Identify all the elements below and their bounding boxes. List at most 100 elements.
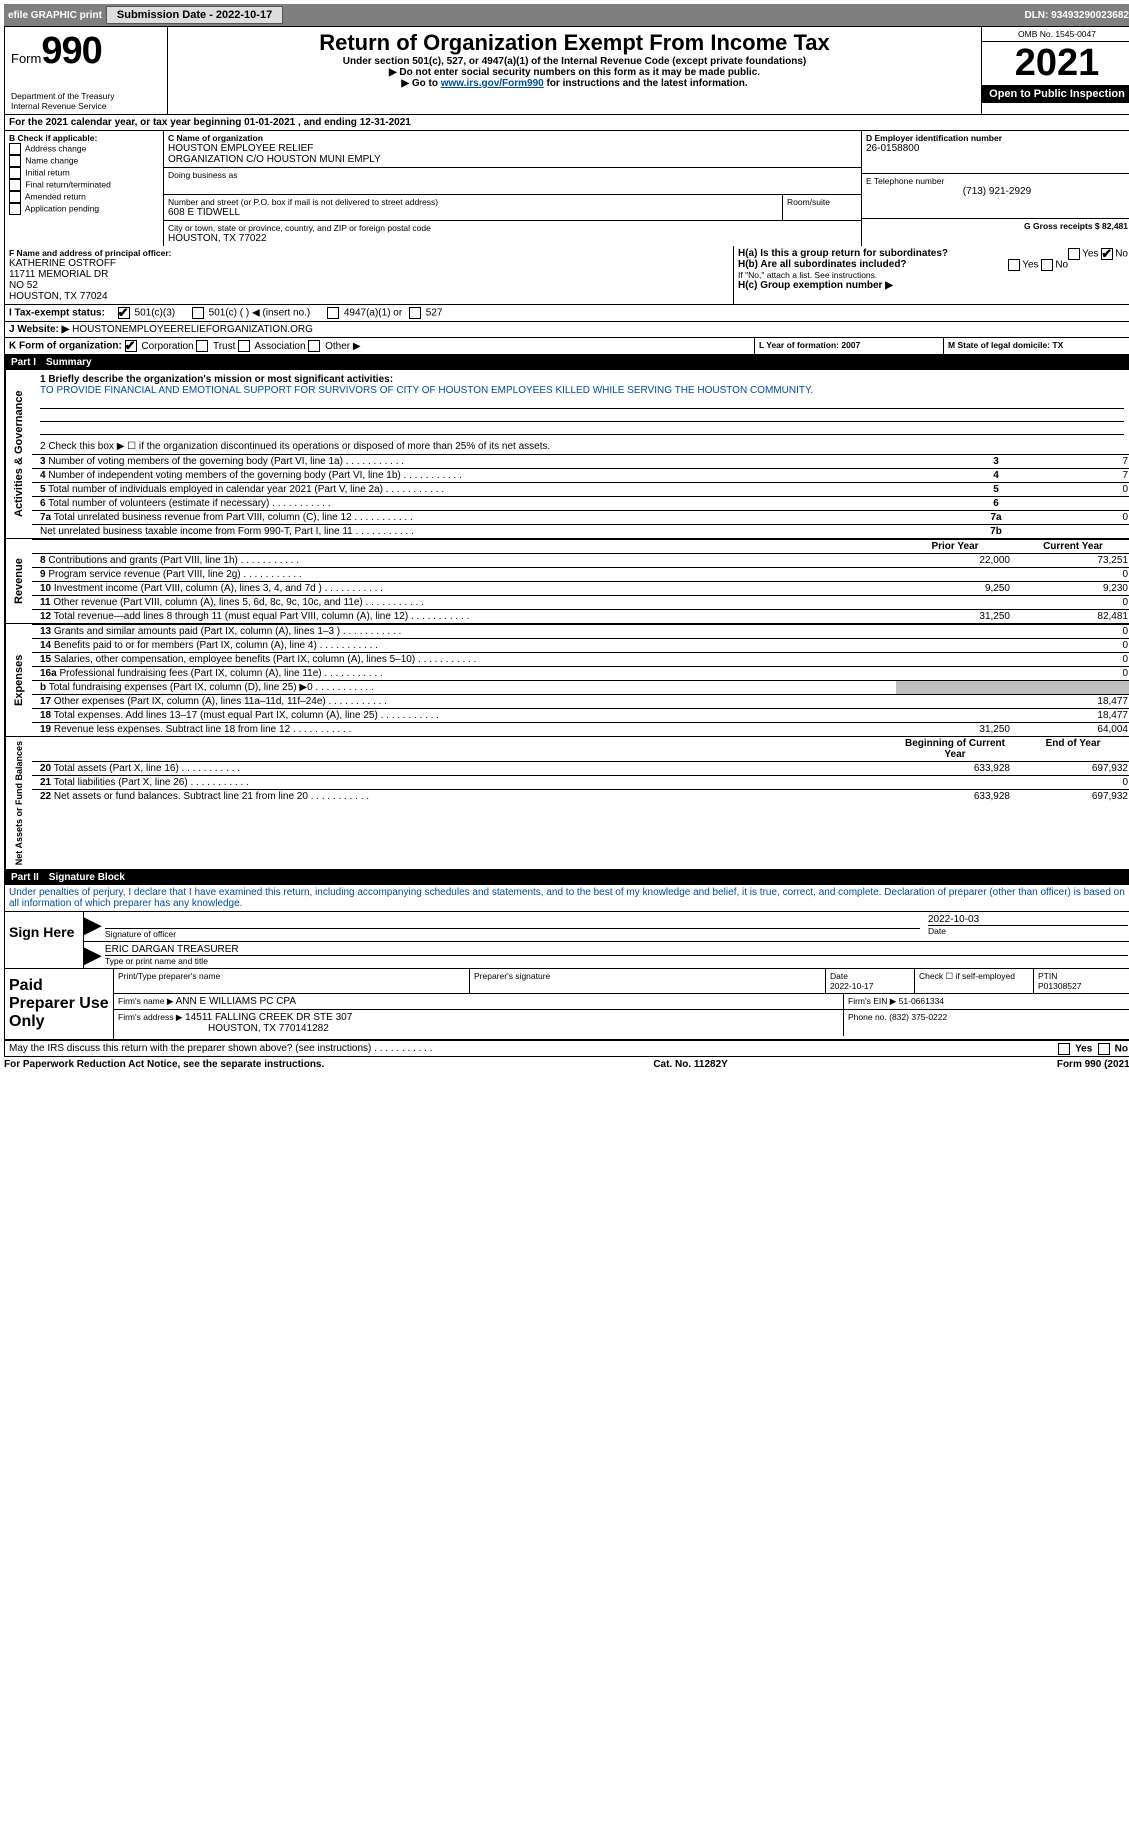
h-a: H(a) Is this a group return for subordin…: [738, 248, 1128, 259]
checkbox[interactable]: [9, 155, 21, 167]
501c-checkbox[interactable]: [192, 307, 204, 319]
501c3-checkbox[interactable]: [118, 307, 130, 319]
prep-name-label: Print/Type preparer's name: [114, 969, 470, 993]
form-subtitle: Under section 501(c), 527, or 4947(a)(1)…: [174, 56, 975, 67]
ptin-label: PTIN: [1038, 971, 1057, 981]
hb-yes-checkbox[interactable]: [1008, 259, 1020, 271]
k-checkbox[interactable]: [125, 340, 137, 352]
section-b-item: Final return/terminated: [9, 179, 159, 191]
form-note-ssn: ▶ Do not enter social security numbers o…: [174, 67, 975, 78]
firm-addr1: 14511 FALLING CREEK DR STE 307: [185, 1012, 352, 1023]
ha-yes-checkbox[interactable]: [1068, 248, 1080, 260]
firm-addr-label: Firm's address ▶: [118, 1012, 182, 1022]
line-a: For the 2021 calendar year, or tax year …: [5, 115, 1129, 131]
table-row: 9 Program service revenue (Part VIII, li…: [32, 568, 1129, 582]
org-name: HOUSTON EMPLOYEE RELIEF: [168, 143, 857, 154]
section-b-item: Initial return: [9, 167, 159, 179]
form-title: Return of Organization Exempt From Incom…: [174, 30, 975, 56]
table-row: 19 Revenue less expenses. Subtract line …: [32, 723, 1129, 737]
table-row: 17 Other expenses (Part IX, column (A), …: [32, 695, 1129, 709]
footer-left: For Paperwork Reduction Act Notice, see …: [4, 1059, 324, 1070]
table-row: Net unrelated business taxable income fr…: [32, 525, 1129, 539]
table-row: 20 Total assets (Part X, line 16) 633,92…: [32, 762, 1129, 776]
checkbox[interactable]: [9, 179, 21, 191]
dba-label: Doing business as: [168, 170, 857, 180]
k-checkbox[interactable]: [308, 340, 320, 352]
net-assets-label: Net Assets or Fund Balances: [5, 737, 32, 869]
discuss-no-checkbox[interactable]: [1098, 1043, 1110, 1055]
table-row: 16a Professional fundraising fees (Part …: [32, 667, 1129, 681]
table-row: 3 Number of voting members of the govern…: [32, 455, 1129, 469]
ha-no-checkbox[interactable]: [1101, 248, 1113, 260]
hb-no-checkbox[interactable]: [1041, 259, 1053, 271]
section-bcdeg: B Check if applicable: Address change Na…: [5, 131, 1129, 246]
table-row: 22 Net assets or fund balances. Subtract…: [32, 790, 1129, 804]
sig-officer-label: Signature of officer: [105, 928, 920, 939]
table-row: 11 Other revenue (Part VIII, column (A),…: [32, 596, 1129, 610]
paid-preparer-label: Paid Preparer Use Only: [5, 969, 114, 1039]
checkbox[interactable]: [9, 167, 21, 179]
h-b: H(b) Are all subordinates included? Yes …: [738, 259, 1128, 270]
527-checkbox[interactable]: [409, 307, 421, 319]
phone-value: (713) 921-2929: [866, 186, 1128, 197]
h-note: If "No," attach a list. See instructions…: [738, 270, 1128, 280]
section-d-label: D Employer identification number: [866, 133, 1128, 143]
instructions-link[interactable]: www.irs.gov/Form990: [441, 78, 544, 89]
officer-addr2: NO 52: [9, 280, 729, 291]
arrow-icon: ▶: [84, 912, 101, 941]
section-l: L Year of formation: 2007: [759, 340, 860, 350]
section-i: I Tax-exempt status: 501(c)(3) 501(c) ( …: [5, 305, 1129, 322]
discuss-yes-checkbox[interactable]: [1058, 1043, 1070, 1055]
k-checkbox[interactable]: [238, 340, 250, 352]
officer-print-name: ERIC DARGAN TREASURER: [105, 944, 1128, 955]
ein-value: 26-0158800: [866, 143, 1128, 154]
firm-addr2: HOUSTON, TX 770141282: [208, 1023, 329, 1034]
mission-text[interactable]: TO PROVIDE FINANCIAL AND EMOTIONAL SUPPO…: [40, 385, 813, 396]
end-year-header: End of Year: [1014, 737, 1129, 761]
declaration-text: Under penalties of perjury, I declare th…: [5, 885, 1129, 912]
omb-label: OMB No. 1545-0047: [982, 27, 1129, 42]
checkbox[interactable]: [9, 203, 21, 215]
firm-phone: Phone no. (832) 375-0222: [844, 1010, 1129, 1036]
page-footer: For Paperwork Reduction Act Notice, see …: [4, 1057, 1129, 1072]
open-to-public: Open to Public Inspection: [982, 85, 1129, 103]
sig-date-value: 2022-10-03: [928, 914, 1128, 925]
part2-header: Part II Signature Block: [5, 870, 1129, 885]
k-option: Corporation: [125, 341, 197, 352]
table-row: 5 Total number of individuals employed i…: [32, 483, 1129, 497]
street-value: 608 E TIDWELL: [168, 207, 778, 218]
k-option: Association: [238, 341, 308, 352]
form-container: Form990 Department of the Treasury Inter…: [4, 26, 1129, 1057]
check-self-employed: Check ☐ if self-employed: [915, 969, 1034, 993]
k-option: Trust: [196, 341, 238, 352]
table-row: 6 Total number of volunteers (estimate i…: [32, 497, 1129, 511]
firm-ein: Firm's EIN ▶ 51-0661334: [844, 994, 1129, 1009]
section-klm: K Form of organization: Corporation Trus…: [5, 338, 1129, 355]
table-row: 7a Total unrelated business revenue from…: [32, 511, 1129, 525]
irs-label: Internal Revenue Service: [11, 101, 161, 111]
prep-sig-label: Preparer's signature: [470, 969, 826, 993]
form-note-link: ▶ Go to www.irs.gov/Form990 for instruct…: [174, 78, 975, 89]
checkbox[interactable]: [9, 143, 21, 155]
submission-date-button[interactable]: Submission Date - 2022-10-17: [106, 6, 283, 24]
efile-label: efile GRAPHIC print: [8, 10, 102, 21]
form-header: Form990 Department of the Treasury Inter…: [5, 27, 1129, 115]
section-e-label: E Telephone number: [866, 176, 1128, 186]
k-checkbox[interactable]: [196, 340, 208, 352]
checkbox[interactable]: [9, 191, 21, 203]
revenue-label: Revenue: [5, 539, 32, 623]
officer-sub-label: Type or print name and title: [105, 955, 1128, 966]
table-row: 8 Contributions and grants (Part VIII, l…: [32, 554, 1129, 568]
table-row: 12 Total revenue—add lines 8 through 11 …: [32, 610, 1129, 624]
city-label: City or town, state or province, country…: [168, 223, 857, 233]
4947-checkbox[interactable]: [327, 307, 339, 319]
officer-addr1: 11711 MEMORIAL DR: [9, 269, 729, 280]
k-option: Other ▶: [308, 341, 360, 352]
tax-year: 2021: [982, 42, 1129, 85]
footer-right: Form 990 (2021): [1057, 1059, 1129, 1070]
prior-year-header: Prior Year: [896, 540, 1014, 554]
line2: 2 Check this box ▶ ☐ if the organization…: [32, 439, 1129, 454]
table-row: 13 Grants and similar amounts paid (Part…: [32, 625, 1129, 639]
officer-name: KATHERINE OSTROFF: [9, 258, 729, 269]
line1-label: 1 Briefly describe the organization's mi…: [40, 374, 393, 385]
